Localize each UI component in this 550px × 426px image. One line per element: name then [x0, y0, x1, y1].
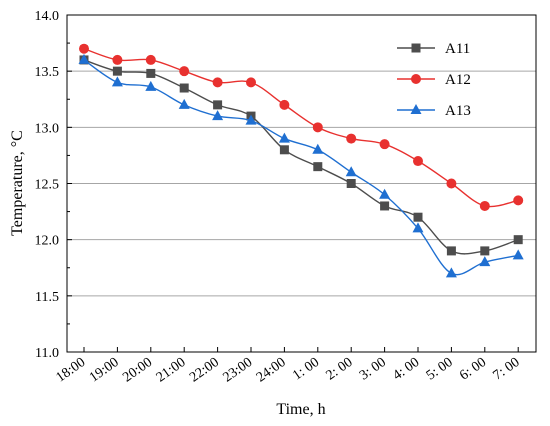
data-point — [212, 110, 224, 121]
x-tick-label: 20:00 — [120, 355, 155, 386]
x-tick-label: 2: 00 — [324, 355, 356, 384]
data-point — [146, 68, 156, 78]
grid-lines — [67, 70, 536, 297]
legend-item-a13: A13 — [397, 103, 471, 119]
data-point — [213, 100, 223, 110]
y-tick-label: 13.5 — [35, 65, 60, 80]
legend-label: A13 — [445, 103, 471, 119]
data-point — [313, 162, 323, 172]
legend-marker — [410, 104, 422, 114]
data-point — [79, 43, 89, 54]
data-point — [346, 133, 357, 144]
data-point — [413, 212, 423, 222]
data-point — [312, 143, 324, 154]
data-point — [480, 246, 490, 256]
data-point — [279, 99, 290, 110]
x-tick-label: 19:00 — [87, 355, 122, 386]
data-point — [345, 166, 357, 177]
x-axis-label: Time, h — [276, 401, 325, 418]
y-tick-label: 12.5 — [35, 178, 60, 193]
data-point — [246, 77, 256, 88]
data-point — [479, 256, 491, 267]
data-point — [279, 145, 289, 155]
x-tick-label: 6: 00 — [457, 355, 489, 384]
data-point — [379, 139, 390, 150]
data-point — [379, 188, 391, 199]
data-point — [513, 195, 524, 206]
x-tick-label: 7: 00 — [491, 355, 523, 384]
data-point — [312, 122, 323, 133]
y-tick-label: 12.0 — [35, 234, 60, 249]
data-point — [179, 83, 189, 93]
data-point — [78, 53, 90, 64]
x-tick-label: 23:00 — [221, 355, 256, 386]
data-point — [512, 249, 524, 260]
data-point — [412, 222, 424, 233]
data-point — [278, 132, 290, 143]
legend-label: A12 — [445, 72, 471, 88]
data-point — [212, 77, 223, 88]
legend-marker — [411, 74, 421, 84]
legend-marker — [411, 43, 421, 53]
x-tick-label: 22:00 — [187, 355, 222, 386]
data-point — [145, 54, 156, 65]
data-point — [380, 201, 390, 211]
y-tick-label: 11.5 — [35, 290, 59, 305]
x-tick-label: 4: 00 — [390, 355, 422, 384]
data-point — [479, 200, 490, 211]
legend-label: A11 — [445, 41, 470, 57]
y-tick-label: 14.0 — [35, 9, 60, 24]
y-tick-label: 13.0 — [35, 121, 60, 136]
data-point — [446, 246, 456, 256]
legend-item-a11: A11 — [397, 41, 470, 57]
data-point — [112, 66, 122, 76]
data-point — [346, 179, 356, 188]
legend: A11 A12 A13 — [397, 41, 471, 119]
data-point — [111, 76, 123, 87]
x-tick-label: 3: 00 — [357, 355, 389, 384]
data-point — [413, 156, 423, 167]
series-group — [78, 43, 524, 278]
x-tick-label: 5: 00 — [424, 355, 456, 384]
x-tick-label: 21:00 — [154, 355, 189, 386]
y-axis-ticks: 11.0 11.5 12.0 12.5 13.0 13.5 14.0 — [35, 9, 72, 361]
series-a13 — [78, 53, 524, 278]
x-tick-label: 1: 00 — [290, 355, 322, 384]
legend-item-a12: A12 — [397, 72, 471, 88]
series-line — [83, 59, 519, 276]
y-axis-label: Temperature, °C — [9, 130, 26, 236]
data-point — [245, 114, 257, 125]
data-point — [446, 178, 457, 189]
data-point — [112, 54, 123, 65]
y-tick-label: 11.0 — [35, 346, 59, 361]
data-point — [178, 98, 190, 109]
series-a12 — [79, 43, 524, 211]
data-point — [513, 235, 523, 245]
data-point — [179, 66, 190, 77]
data-point — [445, 267, 457, 278]
data-point — [145, 80, 157, 91]
x-tick-label: 24:00 — [254, 355, 289, 386]
